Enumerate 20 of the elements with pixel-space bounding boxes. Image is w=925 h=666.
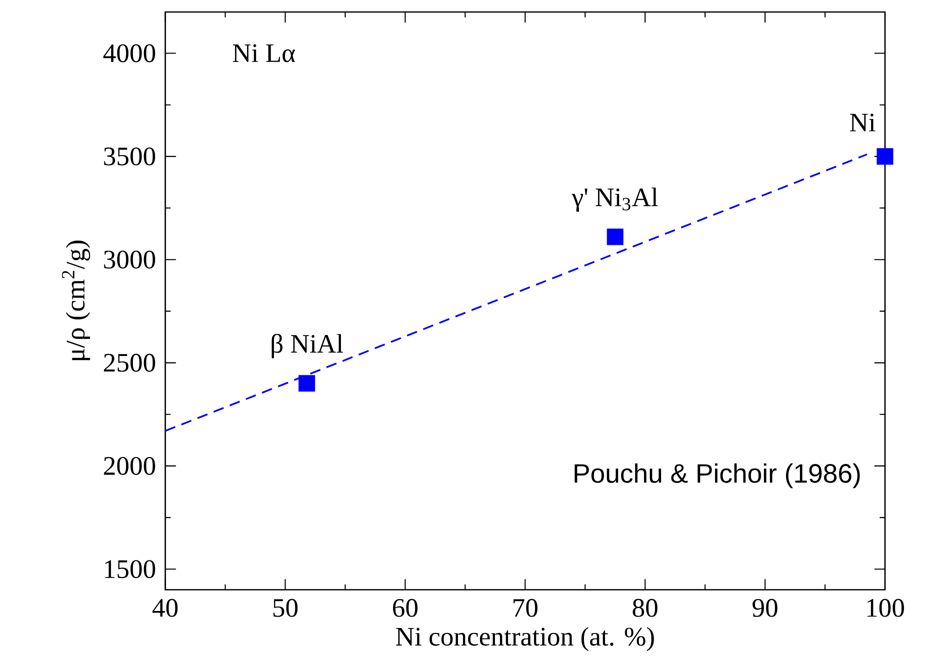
annotation: Pouchu & Pichoir (1986) — [574, 463, 860, 488]
x-tick-label: 50 — [273, 598, 298, 617]
y-tick-label: 2000 — [104, 456, 156, 475]
x-axis-title: Ni concentration (at. %) — [396, 626, 654, 651]
x-tick-label: 90 — [752, 598, 778, 617]
y-tick-label: 2500 — [104, 354, 156, 372]
y-tick-label: 3500 — [104, 147, 156, 166]
x-tick-label: 40 — [152, 598, 178, 617]
y-tick-label: 1500 — [105, 560, 156, 578]
x-tick-label: 70 — [514, 598, 538, 617]
annotation: Ni Lα — [232, 44, 295, 62]
x-tick-label: 60 — [393, 598, 418, 617]
annotation: γ' Ni$_{3}$Al — [572, 187, 658, 212]
annotation: β NiAl — [272, 334, 344, 358]
y-axis-title: μ/ρ (cm$^{2}$/g) — [62, 240, 90, 360]
annotation: Ni — [850, 113, 876, 132]
x-tick-label: 80 — [632, 598, 658, 617]
y-tick-label: 3000 — [104, 250, 156, 268]
x-tick-label: 100 — [867, 598, 904, 617]
y-tick-label: 4000 — [103, 44, 156, 62]
